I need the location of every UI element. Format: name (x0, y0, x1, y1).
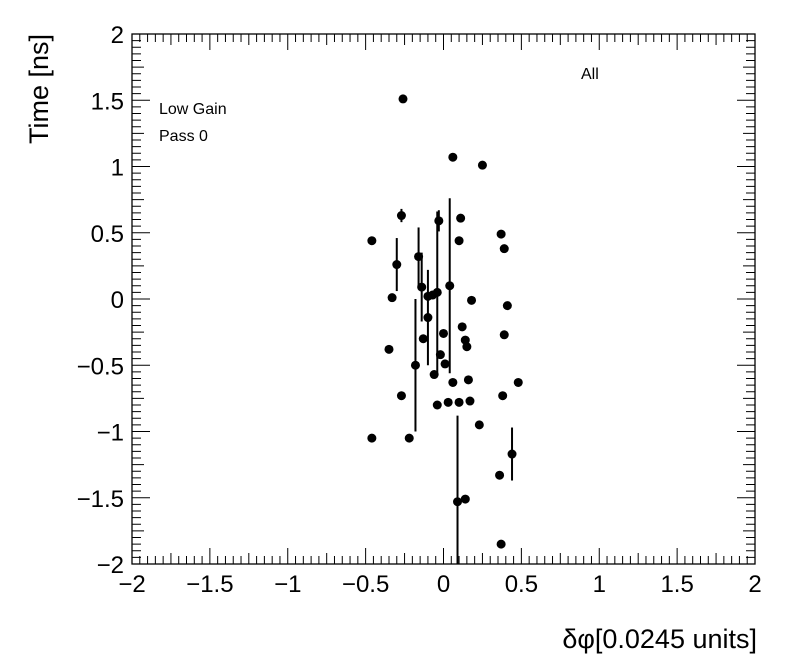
data-point (496, 229, 506, 239)
data-point (396, 211, 406, 221)
x-axis-title: δφ[0.0245 units] (562, 624, 757, 654)
annotation-low-gain: Low Gain (159, 101, 227, 118)
y-tick-label: 0 (111, 287, 124, 314)
data-point (463, 375, 473, 385)
data-point (404, 433, 414, 443)
data-point (495, 470, 505, 480)
axis-ticks (131, 33, 756, 565)
x-tick-label: −1.5 (186, 571, 233, 598)
x-tick-label: 1.5 (660, 571, 693, 598)
x-tick-label: 0.5 (505, 571, 538, 598)
data-point (457, 322, 467, 332)
data-points (367, 94, 523, 549)
y-tick-label: 1.5 (91, 88, 124, 115)
data-point (414, 252, 424, 262)
data-point (454, 236, 464, 246)
data-point (507, 449, 517, 459)
data-point (445, 281, 455, 291)
x-tick-label: 1 (593, 571, 606, 598)
data-point (435, 350, 445, 360)
y-tick-label: −2 (97, 552, 124, 579)
data-point (453, 497, 463, 507)
data-point (440, 359, 450, 369)
data-point (448, 377, 458, 387)
data-point (367, 433, 377, 443)
y-tick-labels: −2 −1.5 −1 −0.5 0 0.5 1 1.5 2 (77, 22, 124, 579)
data-point (474, 420, 484, 430)
data-point (454, 397, 464, 407)
y-tick-label: 0.5 (91, 221, 124, 248)
data-point (418, 334, 428, 344)
data-point (448, 152, 458, 162)
annotation-all: All (581, 66, 599, 83)
x-tick-labels: −2 −1.5 −1 −0.5 0 0.5 1 1.5 2 (118, 571, 761, 598)
y-tick-label: −1.5 (77, 486, 124, 513)
data-point (417, 282, 427, 292)
x-tick-label: 2 (748, 571, 761, 598)
data-point (396, 391, 406, 401)
y-tick-label: −0.5 (77, 353, 124, 380)
x-tick-label: 0 (437, 571, 450, 598)
data-point (502, 301, 512, 311)
data-point (460, 494, 470, 504)
data-point (465, 396, 475, 406)
data-point (423, 291, 433, 301)
y-tick-label: 2 (111, 22, 124, 49)
data-point (387, 293, 397, 303)
x-tick-label: −0.5 (342, 571, 389, 598)
y-tick-label: −1 (97, 420, 124, 447)
x-tick-label: −1 (274, 571, 301, 598)
data-point (398, 94, 408, 104)
data-point (498, 391, 508, 401)
data-point (429, 370, 439, 380)
data-point (496, 539, 506, 549)
data-point (439, 328, 448, 338)
data-point (499, 330, 509, 340)
data-point (367, 236, 377, 246)
data-point (392, 260, 402, 270)
y-axis-title: Time [ns] (24, 34, 54, 144)
data-point (423, 313, 433, 323)
annotation-pass: Pass 0 (159, 128, 208, 145)
data-point (410, 360, 420, 370)
data-point (456, 213, 466, 223)
data-point (432, 400, 442, 410)
data-point (499, 244, 509, 254)
data-point (462, 342, 472, 352)
y-tick-label: 1 (111, 155, 124, 182)
data-point (443, 397, 453, 407)
data-point (434, 216, 444, 226)
data-point (384, 344, 394, 354)
data-point (477, 160, 487, 170)
data-point (467, 295, 477, 305)
data-point (513, 377, 523, 387)
x-tick-label: −2 (118, 571, 145, 598)
